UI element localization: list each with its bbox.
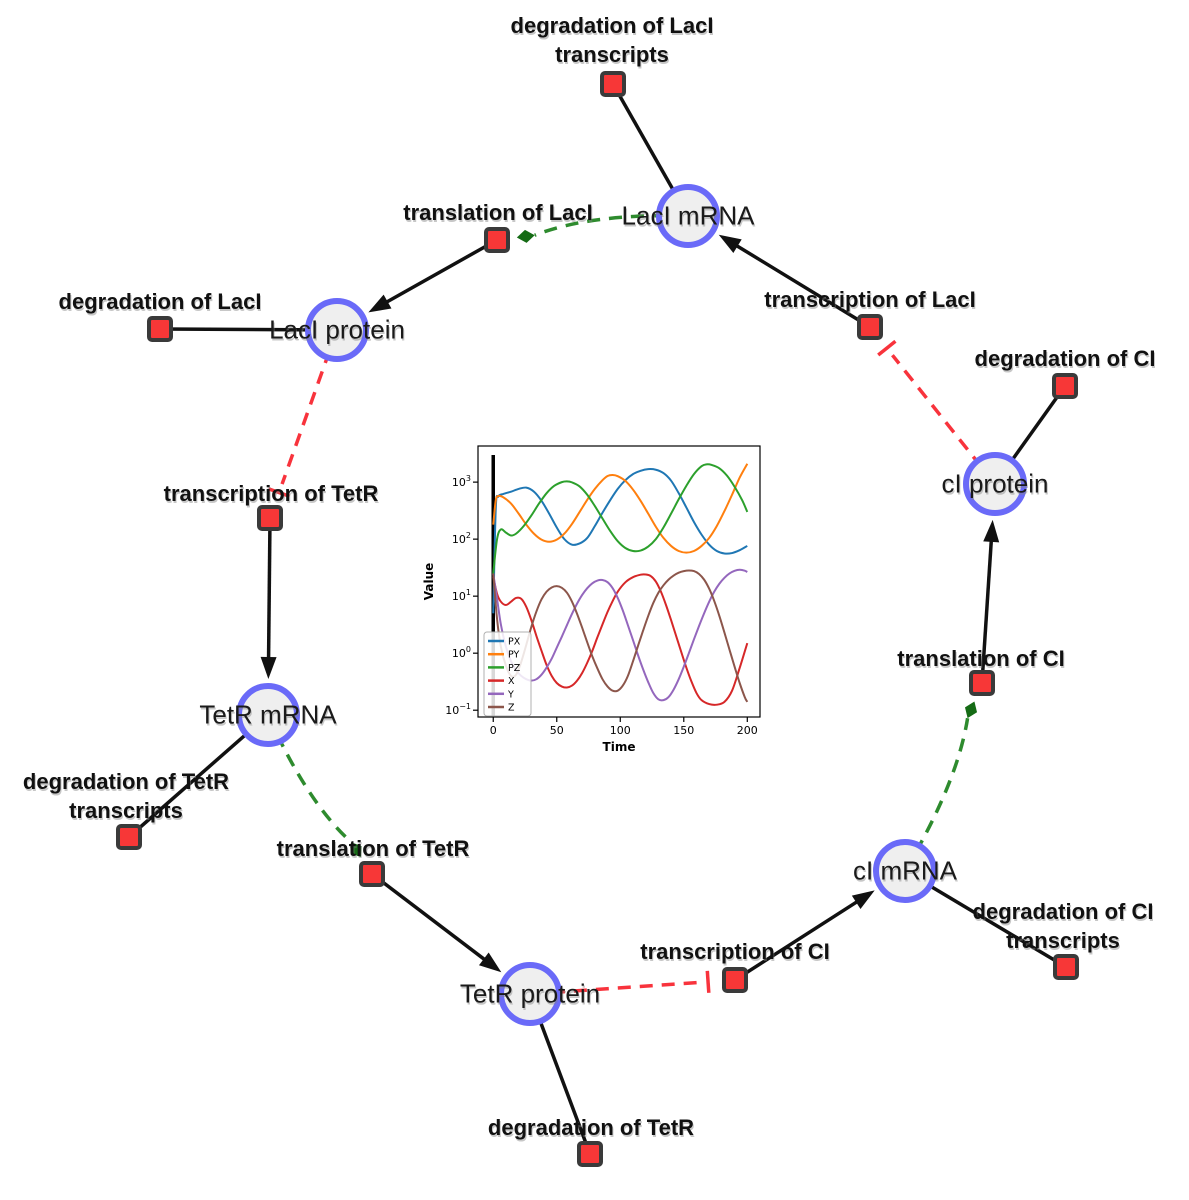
y-tick-label: 100 (452, 645, 471, 660)
reaction-node-deg-laci[interactable] (147, 316, 173, 342)
reaction-node-transl-ci[interactable] (969, 670, 995, 696)
reaction-label-transl-laci: translation of LacI (403, 198, 592, 227)
species-label-laci-protein: LacI protein (269, 314, 405, 345)
reaction-node-deg-tetr-transcripts[interactable] (116, 824, 142, 850)
species-node-laci-protein[interactable] (305, 298, 369, 362)
legend-label-X: X (508, 676, 515, 687)
reaction-label-line: transcription of TetR (163, 481, 379, 506)
edge-tc-laci-laci-mrna-arrowhead (718, 234, 742, 254)
edge-tc-ci-ci-mrna-arrowhead (851, 890, 875, 910)
reaction-label-deg-tetr-transcripts: degradation of TetR transcripts (23, 767, 229, 825)
chart-series-X (492, 573, 749, 706)
edge-tc-laci-laci-mrna (731, 241, 871, 329)
edge-tc-ci-ci-mrna (734, 897, 863, 982)
edge-ci-protein-tc-laci-tbar-head (877, 339, 897, 357)
edge-tc-tetr-tetr-mrna (266, 517, 272, 664)
reaction-node-tc-laci[interactable] (857, 314, 883, 340)
edge-tc-tetr-tetr-mrna-arrowhead (260, 656, 277, 680)
reaction-label-line: degradation of TetR (22, 769, 230, 794)
species-node-tetr-mrna[interactable] (236, 683, 300, 747)
y-tick-label: 102 (452, 531, 471, 546)
chart-series-Y (492, 568, 748, 702)
reaction-label-line: degradation of CI (972, 899, 1154, 924)
edge-transl-ci-ci-protein (980, 535, 994, 684)
reaction-label-tc-laci: transcription of LacI (764, 285, 975, 314)
reaction-label-deg-ci-transcripts: degradation of CI transcripts (973, 897, 1154, 955)
reaction-node-tc-tetr[interactable] (257, 505, 283, 531)
edge-laci-mrna-transl-laci-diamond-head (516, 229, 535, 243)
species-node-ci-protein[interactable] (963, 452, 1027, 516)
reaction-label-tc-ci: transcription of CI (640, 937, 829, 966)
y-tick-label: 103 (452, 474, 471, 489)
legend-label-PX: PX (508, 637, 521, 648)
reaction-label-transl-tetr: translation of TetR (277, 834, 470, 863)
reaction-label-line: translation of TetR (276, 836, 470, 861)
chart-series-PZ (492, 463, 749, 574)
x-tick-label: 100 (610, 724, 631, 737)
reaction-label-tc-tetr: transcription of TetR (164, 479, 379, 508)
reaction-label-transl-ci: translation of CI (897, 644, 1064, 673)
edge-ci-mrna-transl-ci-diamond-head (964, 701, 978, 719)
reaction-label-line: transcripts (1006, 928, 1120, 953)
reaction-label-line: degradation of LacI (58, 289, 262, 314)
species-label-laci-mrna: LacI mRNA (621, 200, 755, 231)
edge-transl-tetr-tetr-protein (370, 872, 490, 964)
reaction-node-transl-tetr[interactable] (359, 861, 385, 887)
reaction-label-deg-ci: degradation of CI (975, 344, 1156, 373)
y-tick-label: 101 (452, 588, 471, 603)
legend-label-PY: PY (508, 650, 520, 661)
species-node-ci-mrna[interactable] (873, 839, 937, 903)
legend-label-PZ: PZ (508, 663, 521, 674)
species-node-tetr-protein[interactable] (498, 962, 562, 1026)
reaction-label-line: translation of CI (897, 646, 1065, 671)
edge-transl-tetr-tetr-protein-arrowhead (478, 952, 502, 973)
legend-label-Y: Y (507, 689, 514, 700)
reaction-node-transl-laci[interactable] (484, 227, 510, 253)
reaction-label-line: translation of LacI (403, 200, 593, 225)
reaction-label-line: transcription of LacI (764, 287, 976, 312)
reaction-node-tc-ci[interactable] (722, 967, 748, 993)
legend-label-Z: Z (508, 703, 515, 714)
x-tick-label: 0 (490, 724, 497, 737)
time-series-chart: 0 50 100 150 20010−1100101102103TimeValuePXP… (422, 445, 761, 754)
species-label-tetr-mrna: TetR mRNA (199, 699, 337, 730)
edge-tetr-mrna-transl-tetr-diamond-head (350, 842, 362, 858)
edge-tetr-protein-tc-ci-tbar-head (705, 970, 711, 993)
species-label-ci-protein: cI protein (941, 468, 1049, 499)
y-axis-label: Value (422, 563, 436, 601)
reaction-label-line: degradation of TetR (487, 1115, 695, 1140)
edge-transl-laci-laci-protein-arrowhead (368, 294, 392, 313)
chart-series-Z (492, 569, 749, 703)
chart-series-PY (492, 463, 749, 554)
reaction-node-deg-tetr[interactable] (577, 1141, 603, 1167)
reaction-node-deg-ci-transcripts[interactable] (1053, 954, 1079, 980)
x-tick-label: 150 (673, 724, 694, 737)
species-label-tetr-protein: TetR protein (459, 978, 601, 1009)
chart-legend: PX PY PZ XYZ (483, 631, 532, 717)
edge-laci-protein-tc-tetr-tbar-head (268, 487, 291, 498)
species-label-ci-mrna: cI mRNA (853, 855, 957, 886)
reaction-label-deg-laci-transcripts: degradation of LacI transcripts (511, 11, 714, 69)
reaction-label-line: transcription of CI (640, 939, 830, 964)
reaction-label-line: degradation of CI (974, 346, 1156, 371)
chart-series-PX (492, 468, 748, 614)
reaction-label-line: transcripts (69, 798, 183, 823)
reaction-label-line: degradation of LacI (510, 13, 714, 38)
edge-transl-ci-ci-protein-arrowhead (983, 519, 1000, 543)
x-tick-label: 50 (550, 724, 564, 737)
species-node-laci-mrna[interactable] (656, 184, 720, 248)
edge-laci-mrna-transl-laci (534, 213, 689, 237)
x-axis-label: Time (603, 740, 636, 754)
reaction-label-deg-laci: degradation of LacI (59, 287, 262, 316)
reaction-node-deg-laci-transcripts[interactable] (600, 71, 626, 97)
edge-transl-laci-laci-protein (381, 238, 498, 307)
x-tick-label: 200 (737, 724, 758, 737)
reaction-label-line: transcripts (555, 42, 669, 67)
y-tick-label: 10−1 (445, 702, 471, 717)
edge-tetr-mrna-transl-tetr (266, 714, 353, 844)
reaction-node-deg-ci[interactable] (1052, 373, 1078, 399)
reaction-label-deg-tetr: degradation of TetR (488, 1113, 694, 1142)
